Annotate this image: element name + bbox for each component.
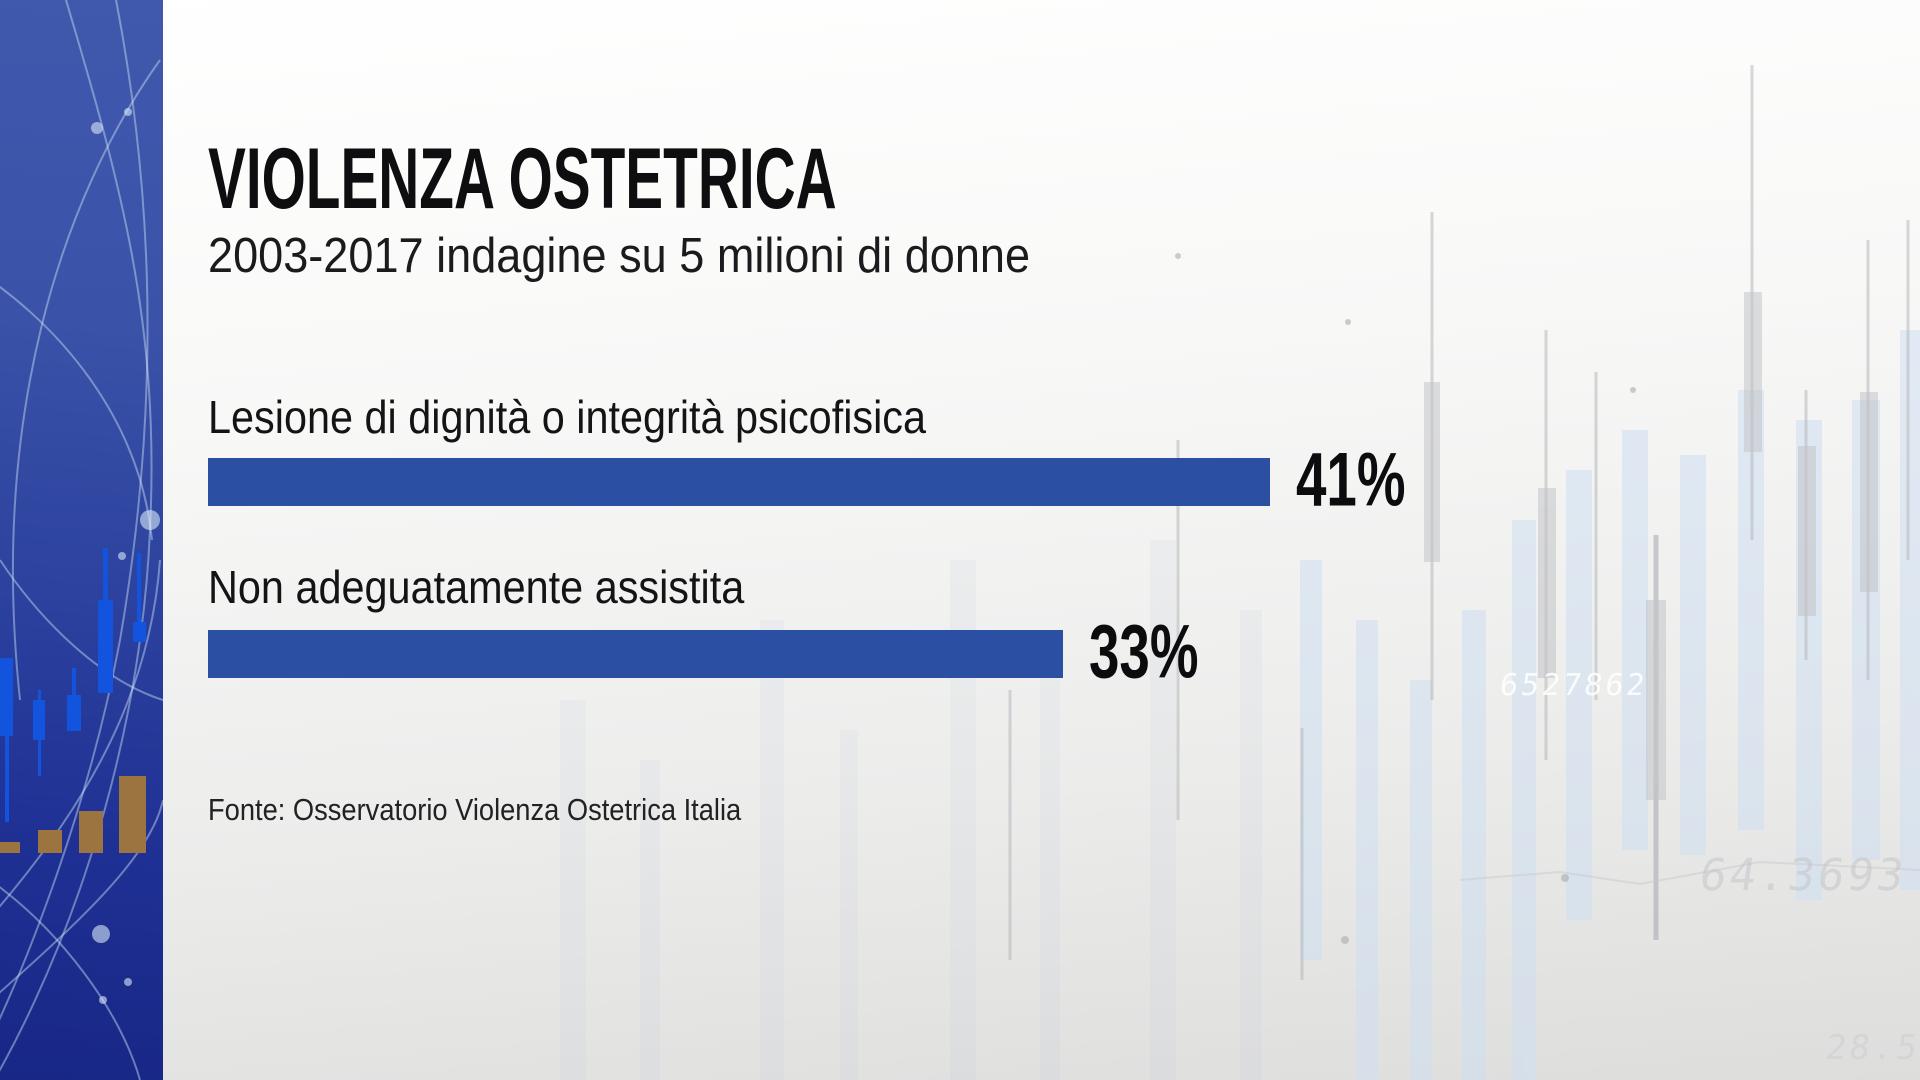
bar-value-assistita: 33% xyxy=(1088,609,1199,695)
sidebar-candlestick-graphic xyxy=(0,548,146,853)
bar-label-lesione: Lesione di dignità o integrità psicofisi… xyxy=(208,391,927,443)
bar-value-lesione: 41% xyxy=(1295,437,1406,523)
page-title: VIOLENZA OSTETRICA xyxy=(208,131,837,227)
constellation-graphic xyxy=(0,0,163,1080)
bar-label-assistita: Non adeguatamente assistita xyxy=(208,561,745,613)
bar-assistita xyxy=(208,630,1063,678)
bar-lesione xyxy=(208,458,1270,506)
page-subtitle: 2003-2017 indagine su 5 milioni di donne xyxy=(208,229,1031,283)
left-decorative-panel xyxy=(0,0,163,1080)
source-note: Fonte: Osservatorio Violenza Ostetrica I… xyxy=(208,792,742,827)
